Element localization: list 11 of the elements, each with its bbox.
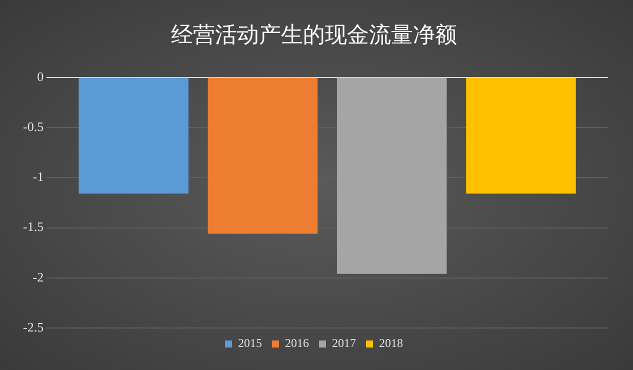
legend-label: 2017 xyxy=(332,336,356,350)
y-tick-label: -1.5 xyxy=(22,219,44,234)
chart-title: 经营活动产生的现金流量净额 xyxy=(171,22,457,48)
y-tick-label: -0.5 xyxy=(22,118,44,134)
y-tick-label: -2.5 xyxy=(22,319,44,334)
legend-label: 2018 xyxy=(379,336,403,350)
y-tick-label: -1 xyxy=(32,169,44,184)
legend-label: 2016 xyxy=(285,336,309,350)
y-tick-label: 0 xyxy=(37,68,44,84)
legend-label: 2015 xyxy=(238,336,262,350)
y-tick-label: -2 xyxy=(32,269,44,284)
